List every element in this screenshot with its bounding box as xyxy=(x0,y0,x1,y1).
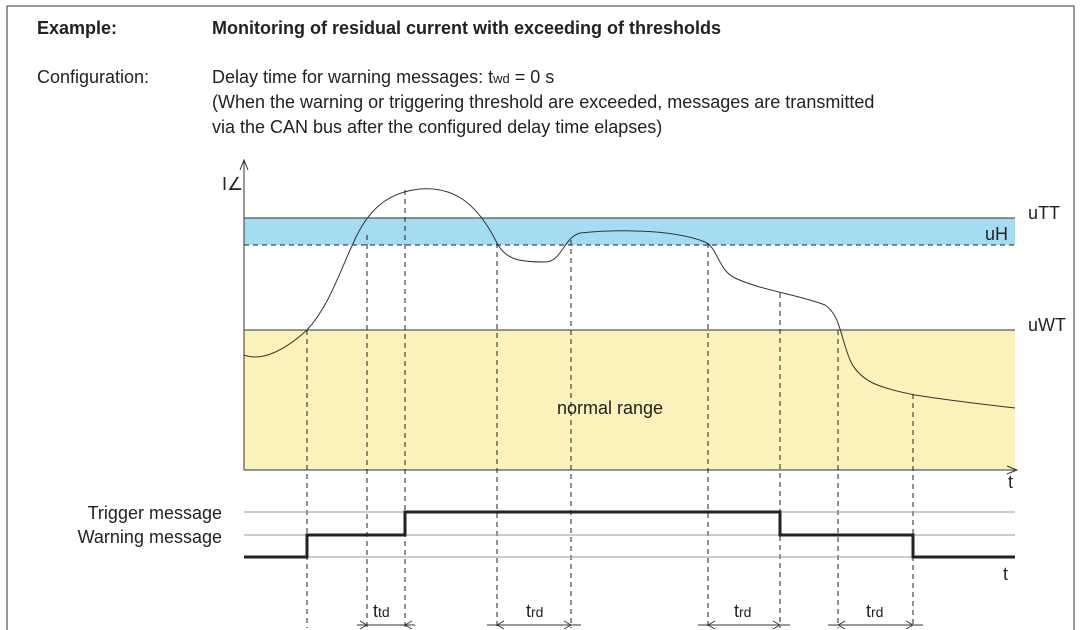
config-label: Configuration: xyxy=(37,67,149,87)
text: t xyxy=(526,601,531,621)
message-signal xyxy=(244,510,1015,559)
interval-label: trd xyxy=(526,601,543,621)
normal-range-label: normal range xyxy=(557,398,663,418)
config-line3: via the CAN bus after the configured del… xyxy=(212,117,662,137)
subscript: rd xyxy=(739,604,751,620)
text: t xyxy=(734,601,739,621)
signal-label: Trigger message xyxy=(88,503,222,523)
signal-time-label: t xyxy=(1003,564,1008,584)
interval-label: ttd xyxy=(373,601,390,621)
text: Delay time for warning messages: t xyxy=(212,67,493,87)
text: t xyxy=(866,601,871,621)
config-line1: Delay time for warning messages: twd = 0… xyxy=(212,67,554,87)
interval-label: trd xyxy=(866,601,883,621)
hysteresis-band xyxy=(244,218,1015,245)
y-axis-label: I∠ xyxy=(222,174,243,194)
threshold-label: uH xyxy=(985,224,1008,244)
interval-arrows xyxy=(357,620,923,630)
threshold-label: uWT xyxy=(1028,315,1066,335)
subscript: rd xyxy=(531,604,543,620)
header-label: Example: xyxy=(37,18,117,38)
subscript: td xyxy=(378,604,390,620)
interval-label: trd xyxy=(734,601,751,621)
current-curve xyxy=(243,188,1016,409)
event-lines xyxy=(306,190,914,628)
axes xyxy=(239,158,1019,475)
subscript: rd xyxy=(871,604,883,620)
x-axis-label: t xyxy=(1008,472,1013,492)
config-line2: (When the warning or triggering threshol… xyxy=(212,92,874,112)
normal-band xyxy=(244,330,1015,470)
threshold-label: uTT xyxy=(1028,203,1060,223)
header-title: Monitoring of residual current with exce… xyxy=(212,18,721,38)
signal-label: Warning message xyxy=(78,527,222,547)
subscript: wd xyxy=(492,71,510,86)
frame xyxy=(6,5,1075,630)
text: = 0 s xyxy=(510,67,555,87)
text: t xyxy=(373,601,378,621)
